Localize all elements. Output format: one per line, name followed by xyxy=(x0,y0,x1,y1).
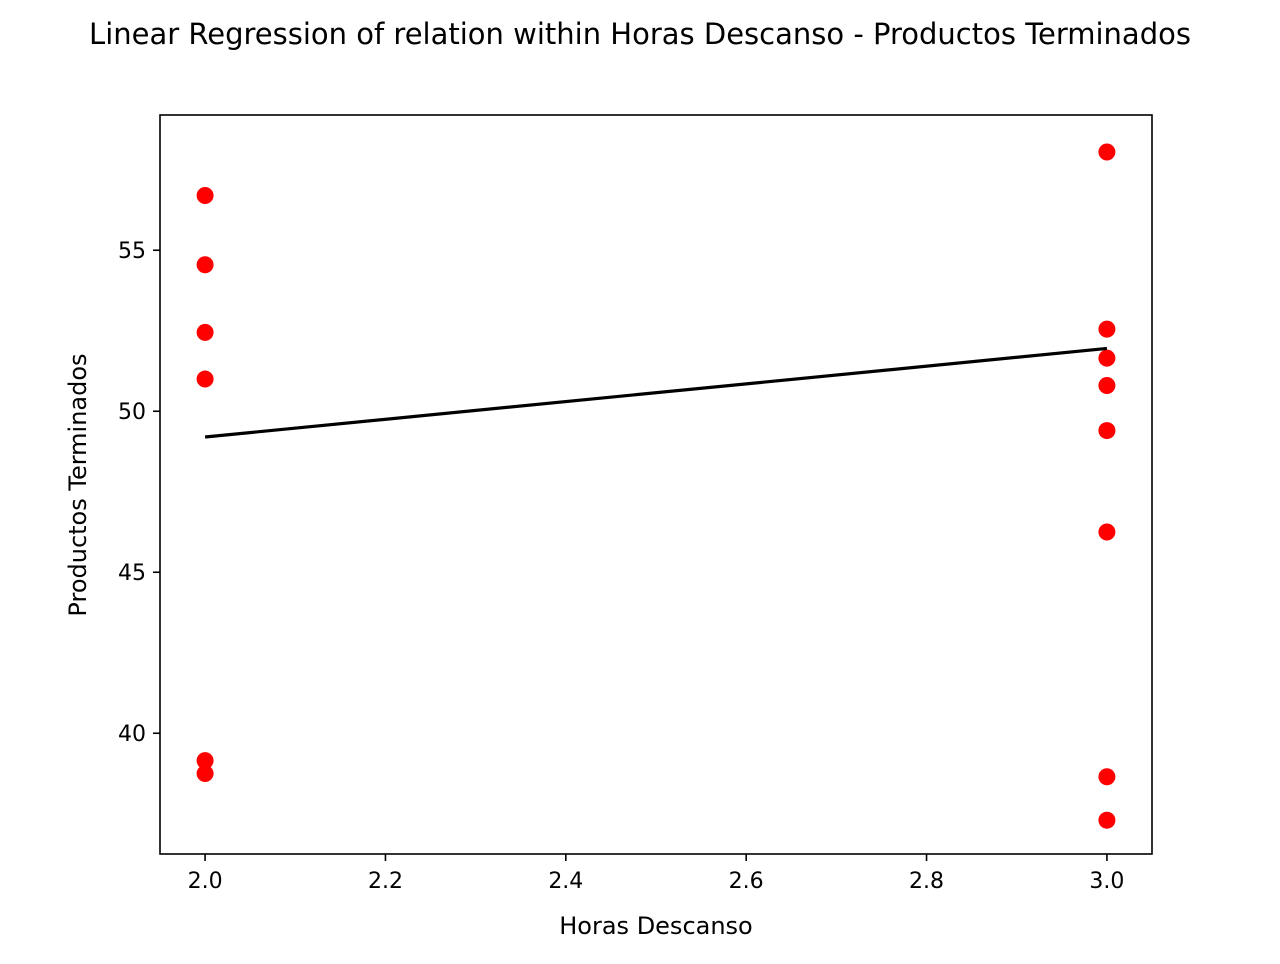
data-point xyxy=(196,752,214,770)
y-tick-label: 50 xyxy=(118,400,146,425)
data-point xyxy=(1098,523,1116,541)
x-tick-label: 2.0 xyxy=(188,869,223,894)
data-point xyxy=(1098,320,1116,338)
data-point xyxy=(1098,143,1116,161)
y-tick-label: 55 xyxy=(118,239,146,264)
x-tick-label: 2.8 xyxy=(909,869,944,894)
chart-title: Linear Regression of relation within Hor… xyxy=(89,17,1191,51)
data-point xyxy=(1098,811,1116,829)
data-point xyxy=(196,187,214,205)
x-tick-label: 2.2 xyxy=(368,869,403,894)
plot-frame xyxy=(159,114,1153,855)
x-tick-label: 2.6 xyxy=(729,869,764,894)
x-axis-label: Horas Descanso xyxy=(559,912,753,940)
regression-line xyxy=(204,346,1108,439)
data-point xyxy=(196,764,214,782)
x-tick-label: 2.4 xyxy=(548,869,583,894)
data-point xyxy=(1098,422,1116,440)
data-point xyxy=(196,256,214,274)
data-point xyxy=(1098,768,1116,786)
data-point xyxy=(1098,349,1116,367)
x-axis-ticks: 2.0 2.2 2.4 2.6 2.8 3.0 xyxy=(188,854,1124,894)
plot-area xyxy=(196,143,1116,829)
data-point xyxy=(1098,376,1116,394)
data-point xyxy=(196,370,214,388)
y-axis-label: Productos Terminados xyxy=(64,353,92,616)
data-point xyxy=(196,323,214,341)
x-tick-label: 3.0 xyxy=(1089,869,1124,894)
y-axis-ticks: 40 45 50 55 xyxy=(118,239,160,747)
y-tick-label: 40 xyxy=(118,722,146,747)
y-tick-label: 45 xyxy=(118,561,146,586)
